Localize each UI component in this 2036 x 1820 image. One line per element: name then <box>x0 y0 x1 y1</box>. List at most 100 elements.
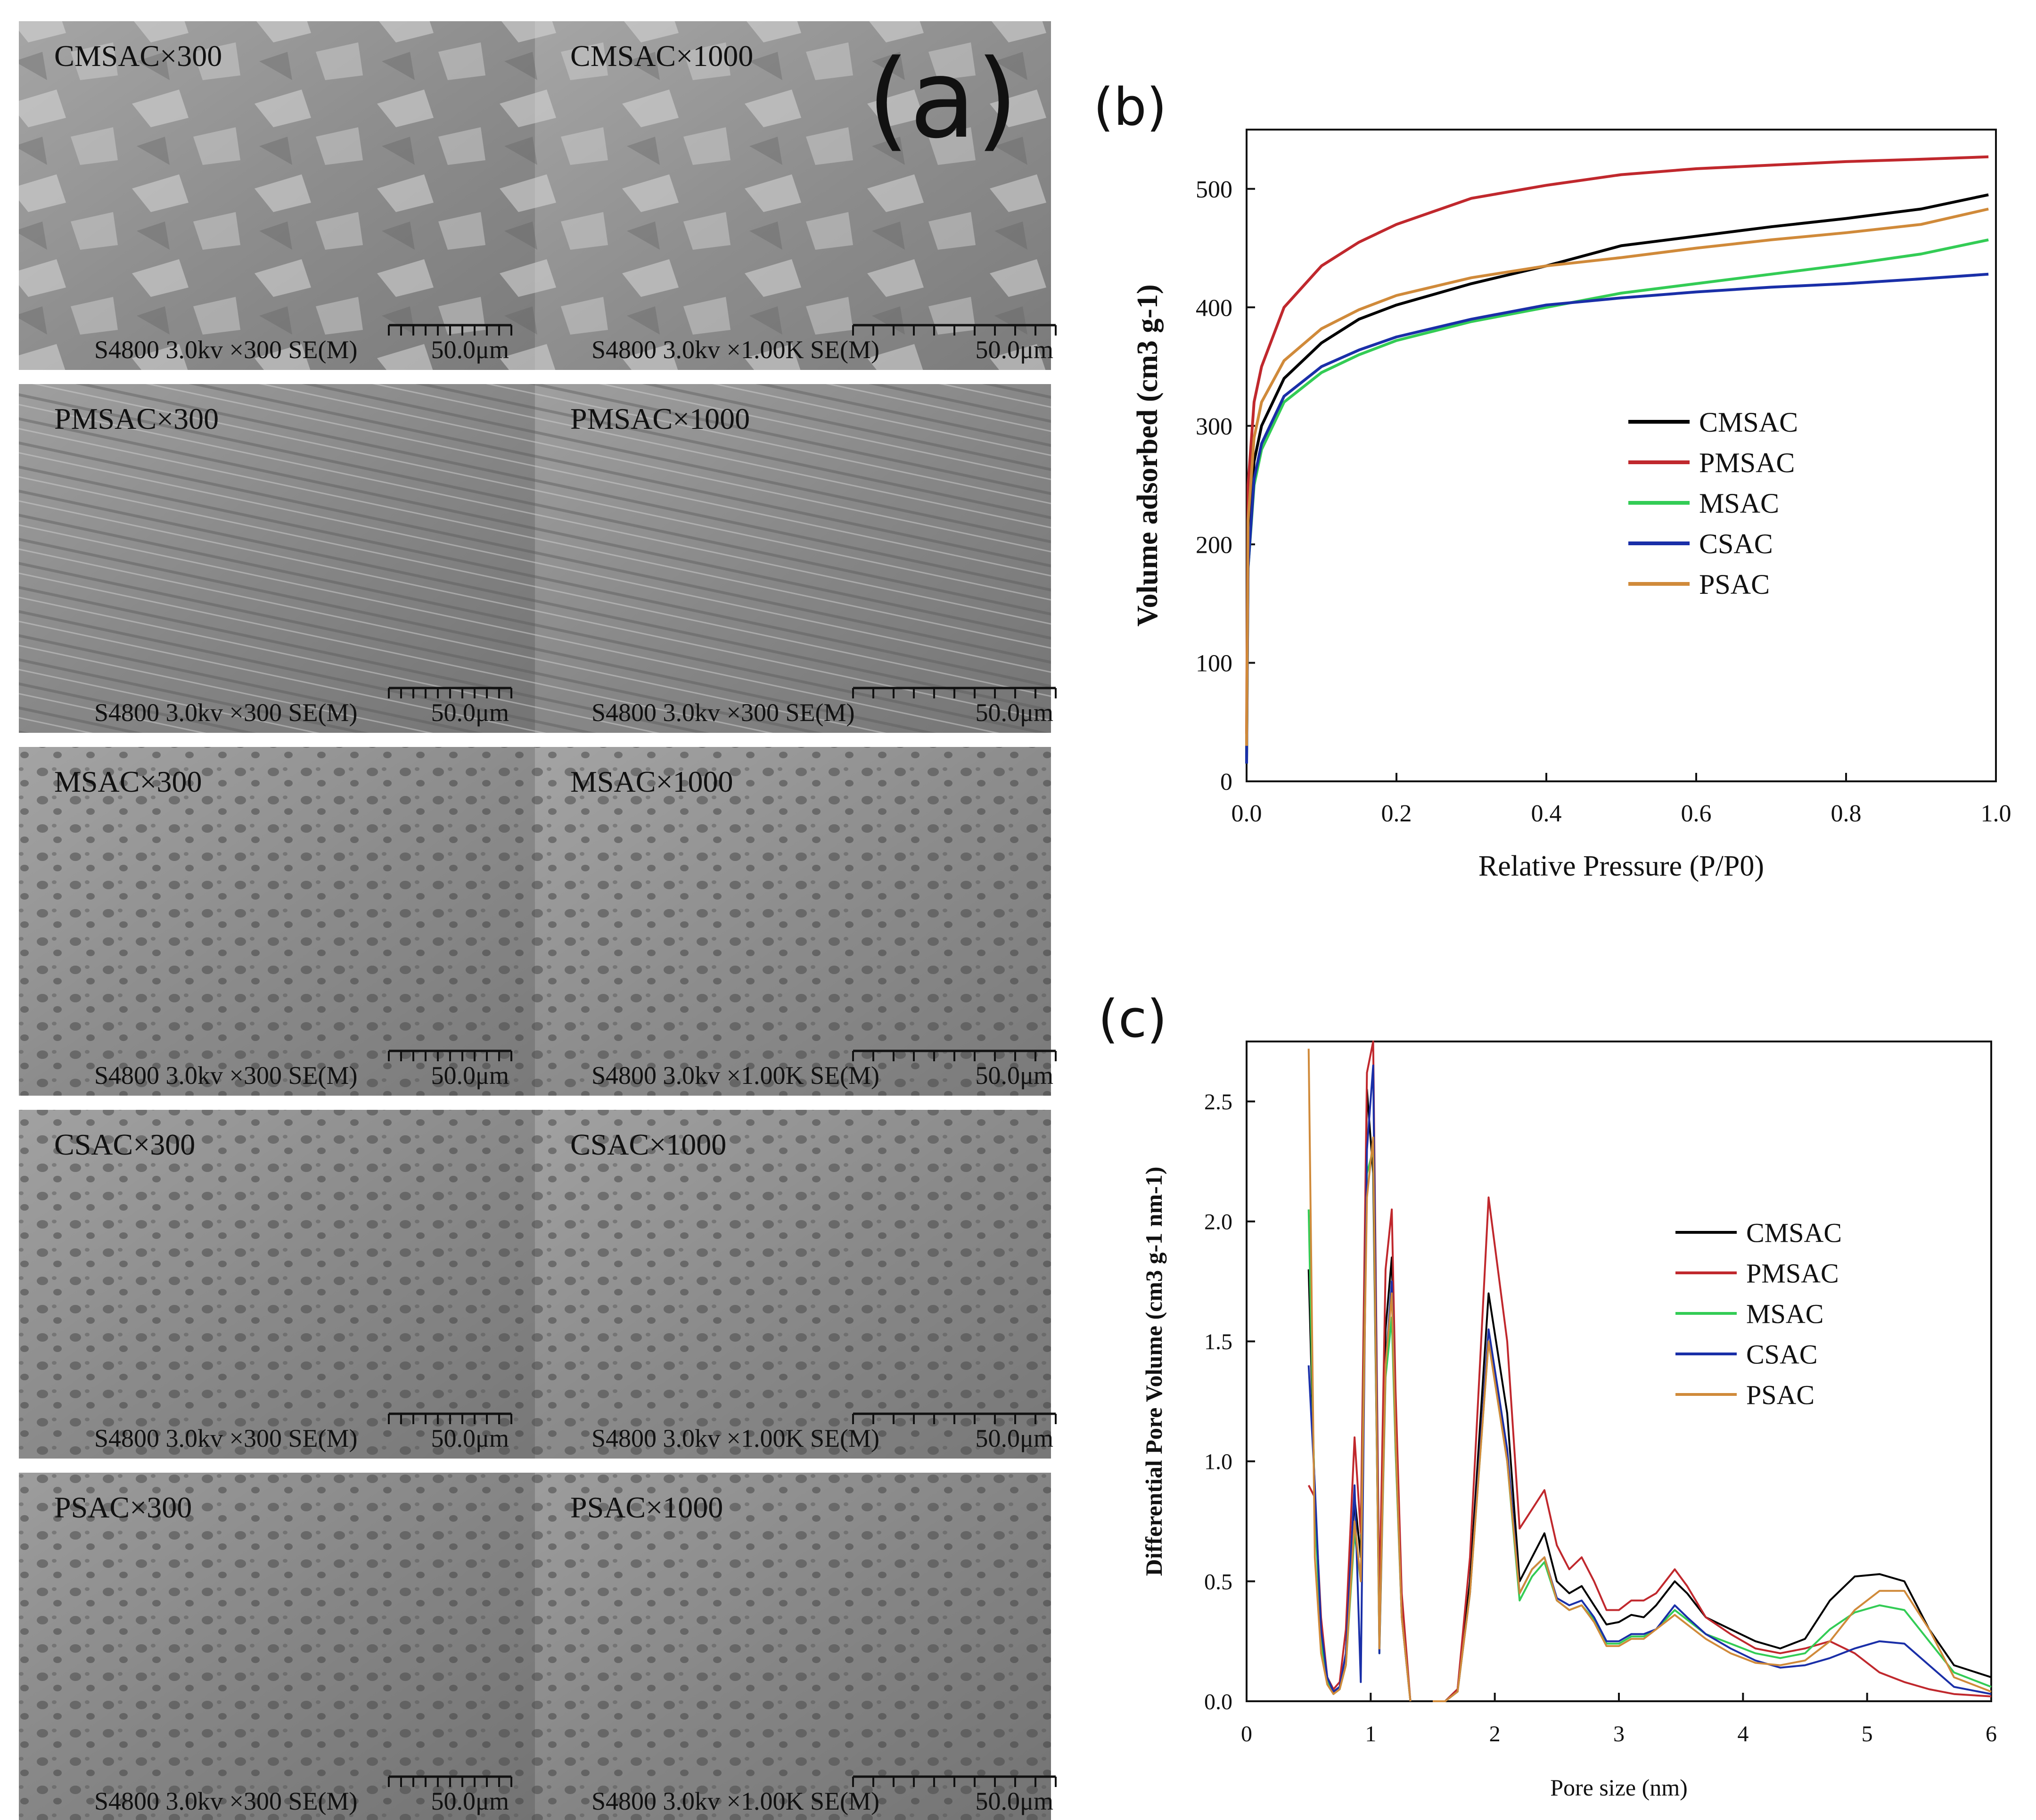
sem-label: PSAC×300 <box>54 1491 192 1524</box>
sem-label: PMSAC×1000 <box>570 402 750 435</box>
scale-text: 50.0μm <box>976 1787 1053 1815</box>
legend-label: PMSAC <box>1699 447 1795 478</box>
y-tick-label: 100 <box>1196 650 1232 677</box>
x-tick-label: 5 <box>1862 1722 1873 1746</box>
sem-label: CMSAC×1000 <box>570 39 753 73</box>
x-tick-label: 0 <box>1241 1722 1252 1746</box>
sem-footer: S4800 3.0kv ×1.00K SE(M) <box>591 336 879 364</box>
scale-bar <box>852 1412 1057 1424</box>
y-axis-label: Differential Pore Volume (cm3 g-1 nm-1) <box>1141 1167 1167 1576</box>
scale-text: 50.0μm <box>431 336 509 364</box>
series-line-pmsac <box>1307 1041 1992 1702</box>
panel-letter-b: (b) <box>1093 77 1167 137</box>
y-tick-label: 500 <box>1196 176 1232 203</box>
sem-image: PSAC×300 50.0μm S4800 3.0kv ×300 SE(M) <box>19 1473 535 1820</box>
chart-pore-distribution: 0 1 2 3 4 5 6 0.0 0.5 1.0 1.5 2.0 2.5 Pore size (nm) D… <box>1141 1041 1997 1801</box>
sem-label: PMSAC×300 <box>54 402 219 435</box>
legend-label: CSAC <box>1699 528 1773 559</box>
legend-label: CSAC <box>1746 1339 1818 1369</box>
scale-text: 50.0μm <box>976 698 1053 727</box>
scale-text: 50.0μm <box>976 1061 1053 1090</box>
legend-label: PMSAC <box>1746 1258 1839 1288</box>
y-axis-label: Volume adsorbed (cm3 g-1) <box>1132 284 1164 626</box>
sem-footer: S4800 3.0kv ×300 SE(M) <box>94 698 357 727</box>
x-axis-label: Pore size (nm) <box>1550 1774 1688 1801</box>
sem-footer: S4800 3.0kv ×300 SE(M) <box>94 336 357 364</box>
sem-label: MSAC×300 <box>54 765 202 798</box>
series-line-csac <box>1307 1064 1992 1702</box>
scale-text: 50.0μm <box>431 1061 509 1090</box>
series-line-cmsac <box>1245 193 1989 758</box>
scale-bar <box>388 324 512 336</box>
scale-text: 50.0μm <box>976 336 1053 364</box>
series-line-pmsac <box>1245 155 1989 734</box>
scale-text: 50.0μm <box>431 698 509 727</box>
plot-frame <box>1246 129 1997 782</box>
sem-footer: S4800 3.0kv ×300 SE(M) <box>94 1424 357 1452</box>
sem-image: PMSAC×300 50.0μm S4800 3.0kv ×300 SE(M) <box>19 384 535 733</box>
sem-image: MSAC×300 50.0μm S4800 3.0kv ×300 SE(M) <box>19 747 535 1096</box>
scale-bar <box>388 1775 512 1787</box>
y-tick-label: 200 <box>1196 532 1232 558</box>
scale-bar <box>388 1049 512 1061</box>
x-tick-label: 0.0 <box>1231 800 1262 827</box>
sem-footer: S4800 3.0kv ×1.00K SE(M) <box>591 1424 879 1452</box>
sem-label: MSAC×1000 <box>570 765 733 798</box>
sem-image: CMSAC×300 50.0μm S4800 3.0kv ×300 SE(M) <box>19 21 535 370</box>
legend: CMSAC PMSAC MSAC CSAC PSAC <box>1628 407 1798 600</box>
x-axis-label: Relative Pressure (P/P0) <box>1478 850 1764 882</box>
legend-label: CMSAC <box>1699 407 1798 438</box>
scale-bar <box>852 1049 1057 1061</box>
sem-label: CSAC×300 <box>54 1128 195 1161</box>
sem-label: CSAC×1000 <box>570 1128 726 1161</box>
x-tick-label: 1.0 <box>1981 800 2011 827</box>
x-tick-label: 4 <box>1737 1722 1749 1746</box>
panel-letter-c: (c) <box>1098 989 1167 1049</box>
sem-image: CMSAC×1000 50.0μm S4800 3.0kv ×1.00K SE(M) <box>535 21 1057 370</box>
y-tick-label: 1.5 <box>1204 1329 1232 1354</box>
scale-bar <box>852 687 1057 698</box>
sem-footer: S4800 3.0kv ×1.00K SE(M) <box>591 1061 879 1090</box>
series-line-psac <box>1307 1049 1992 1702</box>
y-tick-label: 0 <box>1220 769 1232 795</box>
y-tick-label: 0.0 <box>1204 1689 1232 1714</box>
x-tick-label: 0.4 <box>1531 800 1562 827</box>
y-tick-label: 400 <box>1196 295 1232 321</box>
chart-isotherm: 0.0 0.2 0.4 0.6 0.8 1.0 0 100 200 300 400 500 Relati… <box>1132 129 2011 882</box>
x-tick-label: 0.6 <box>1681 800 1712 827</box>
legend-label: PSAC <box>1746 1379 1814 1410</box>
sem-image: MSAC×1000 50.0μm S4800 3.0kv ×1.00K SE(M) <box>535 747 1057 1096</box>
series-line-psac <box>1245 207 1989 746</box>
x-tick-label: 1 <box>1365 1722 1376 1746</box>
legend: CMSAC PMSAC MSAC CSAC PSAC <box>1675 1217 1842 1410</box>
y-tick-label: 300 <box>1196 413 1232 440</box>
y-tick-label: 1.0 <box>1204 1450 1232 1475</box>
sem-image: PMSAC×1000 50.0μm S4800 3.0kv ×300 SE(M) <box>535 384 1057 733</box>
scale-text: 50.0μm <box>431 1424 509 1452</box>
sem-image: CSAC×300 50.0μm S4800 3.0kv ×300 SE(M) <box>19 1110 535 1459</box>
scale-bar <box>852 324 1057 336</box>
y-tick-label: 2.5 <box>1204 1090 1232 1115</box>
sem-label: CMSAC×300 <box>54 39 222 73</box>
sem-image: PSAC×1000 50.0μm S4800 3.0kv ×1.00K SE(M) <box>535 1473 1057 1820</box>
x-tick-label: 0.8 <box>1831 800 1862 827</box>
x-tick-label: 0.2 <box>1381 800 1412 827</box>
scale-text: 50.0μm <box>431 1787 509 1815</box>
x-tick-label: 3 <box>1613 1722 1625 1746</box>
scale-bar <box>852 1775 1057 1787</box>
legend-label: CMSAC <box>1746 1217 1842 1248</box>
scale-text: 50.0μm <box>976 1424 1053 1452</box>
legend-label: MSAC <box>1746 1298 1823 1329</box>
sem-footer: S4800 3.0kv ×1.00K SE(M) <box>591 1787 879 1815</box>
series-line-cmsac <box>1307 1088 1992 1702</box>
series-line-csac <box>1245 272 1989 764</box>
y-tick-label: 2.0 <box>1204 1210 1232 1235</box>
y-tick-label: 0.5 <box>1204 1569 1232 1594</box>
sem-label: PSAC×1000 <box>570 1491 723 1524</box>
